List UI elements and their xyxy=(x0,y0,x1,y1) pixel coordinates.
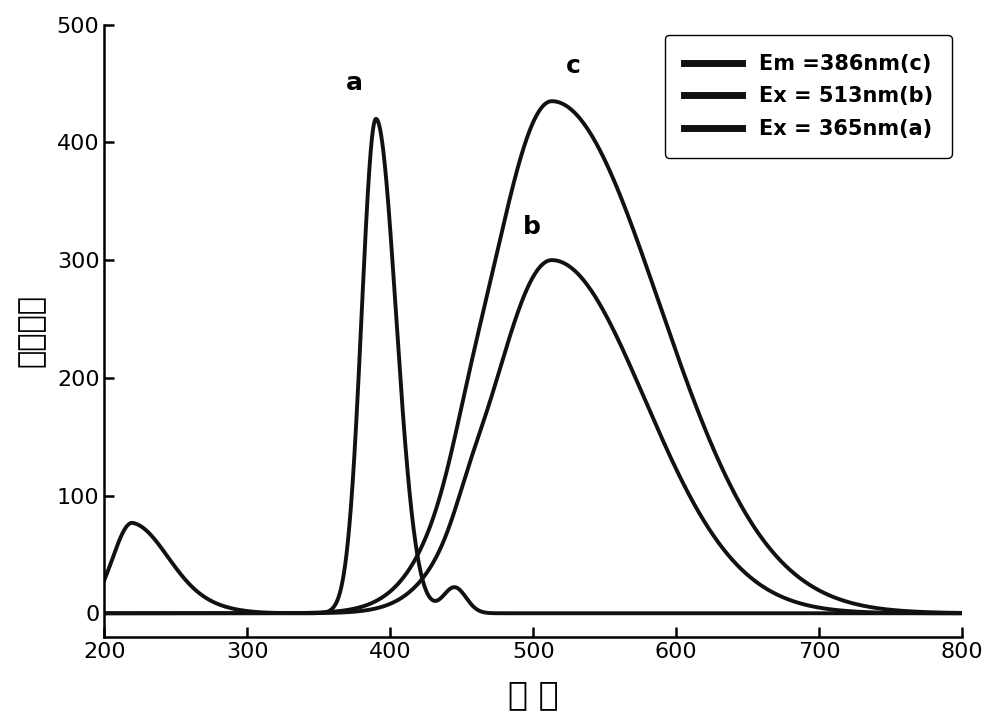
Ex = 513nm(b) xyxy=(254,609,266,617)
Ex = 365nm(a) xyxy=(956,609,968,617)
Em =386nm(c) xyxy=(426,517,438,526)
Ex = 513nm(b) xyxy=(804,601,816,610)
Text: b: b xyxy=(523,215,541,239)
Ex = 513nm(b) xyxy=(98,609,110,617)
Ex = 513nm(b) xyxy=(956,609,968,617)
Em =386nm(c) xyxy=(98,609,110,617)
Ex = 513nm(b) xyxy=(738,568,750,577)
Ex = 513nm(b) xyxy=(656,435,668,443)
Line: Ex = 513nm(b): Ex = 513nm(b) xyxy=(104,260,962,613)
Em =386nm(c) xyxy=(738,507,750,516)
Ex = 365nm(a) xyxy=(426,596,438,604)
Em =386nm(c) xyxy=(613,188,625,197)
Ex = 365nm(a) xyxy=(370,114,382,123)
Ex = 365nm(a) xyxy=(804,609,816,617)
Text: c: c xyxy=(566,54,581,78)
Line: Em =386nm(c): Em =386nm(c) xyxy=(104,101,962,613)
X-axis label: 波 长: 波 长 xyxy=(508,678,559,711)
Ex = 513nm(b) xyxy=(613,337,625,346)
Ex = 513nm(b) xyxy=(546,256,558,264)
Ex = 365nm(a) xyxy=(738,609,750,617)
Em =386nm(c) xyxy=(254,609,266,617)
Em =386nm(c) xyxy=(956,609,968,617)
Ex = 365nm(a) xyxy=(98,575,110,584)
Em =386nm(c) xyxy=(804,580,816,589)
Text: a: a xyxy=(346,71,363,95)
Y-axis label: 荧光强度: 荧光强度 xyxy=(17,294,46,367)
Line: Ex = 365nm(a): Ex = 365nm(a) xyxy=(104,119,962,613)
Em =386nm(c) xyxy=(656,308,668,317)
Ex = 513nm(b) xyxy=(426,560,438,569)
Ex = 365nm(a) xyxy=(656,609,668,617)
Em =386nm(c) xyxy=(546,97,558,106)
Ex = 365nm(a) xyxy=(613,609,625,617)
Legend: Em =386nm(c), Ex = 513nm(b), Ex = 365nm(a): Em =386nm(c), Ex = 513nm(b), Ex = 365nm(… xyxy=(665,35,952,157)
Ex = 365nm(a) xyxy=(254,608,266,617)
